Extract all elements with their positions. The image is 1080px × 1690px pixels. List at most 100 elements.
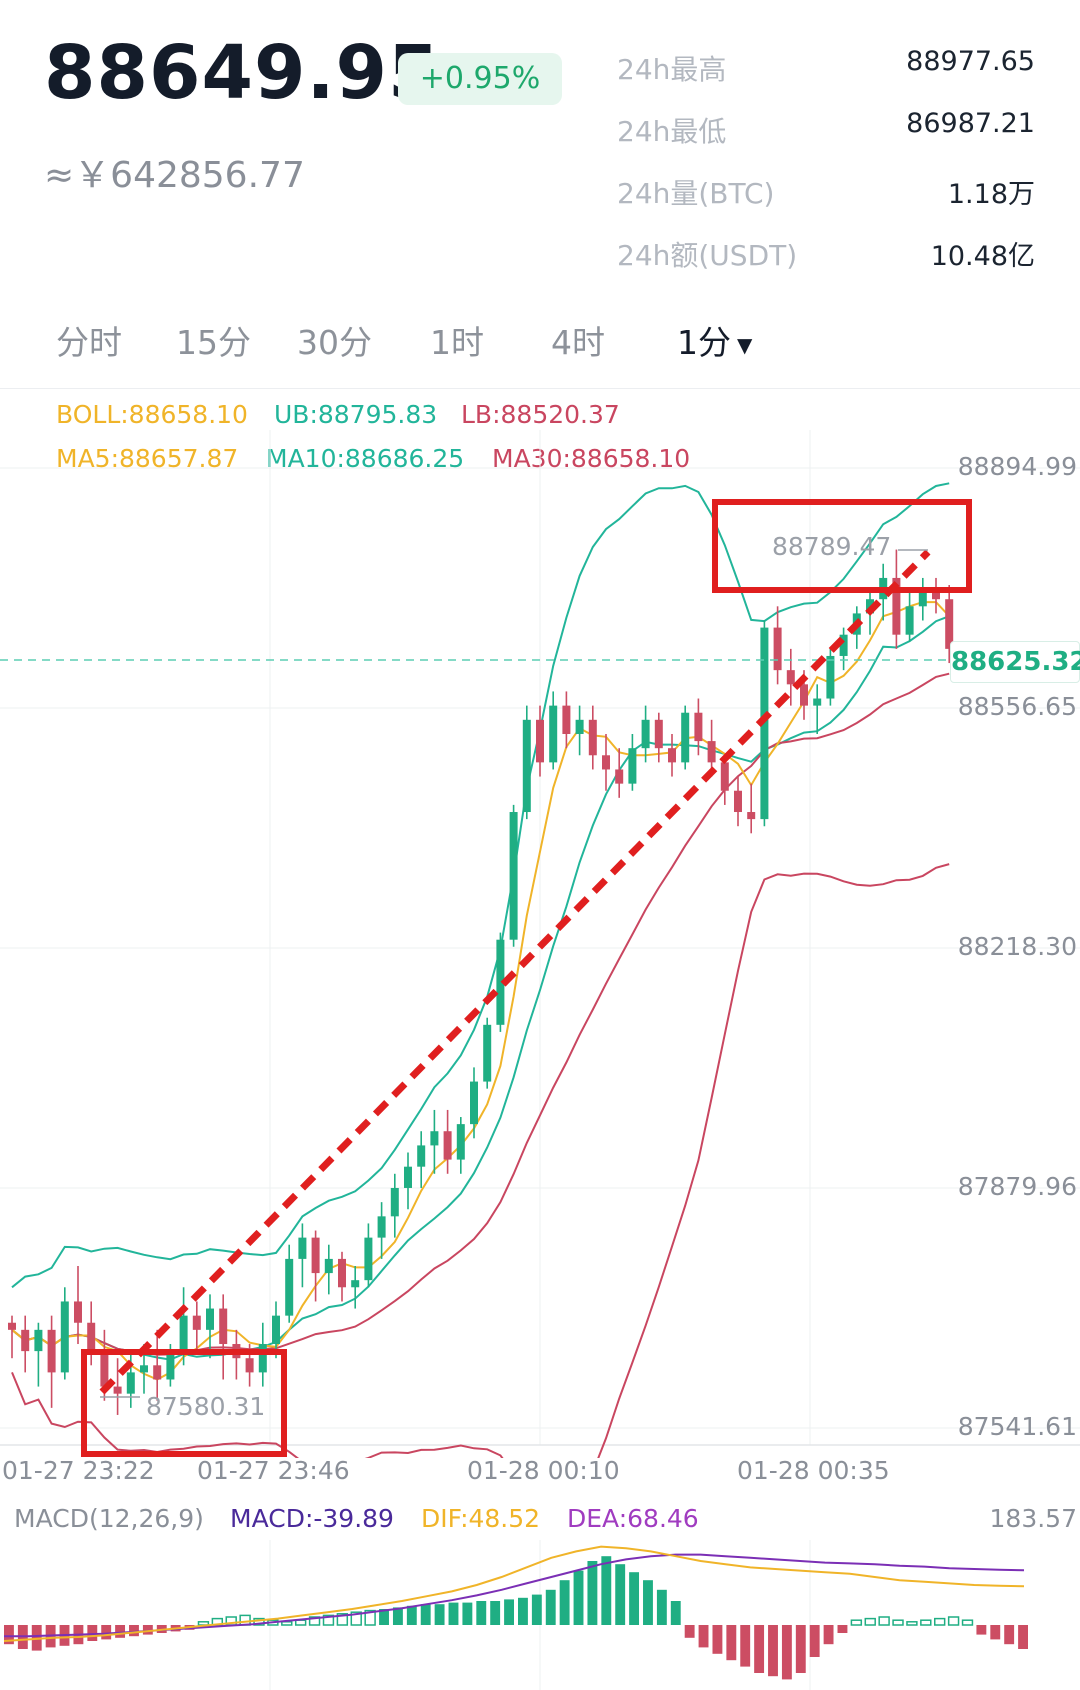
stat-value-24h-volume: 1.18万: [947, 179, 1035, 210]
candle-body: [509, 812, 518, 940]
stat-value-24h-low: 86987.21: [906, 108, 1035, 139]
time-axis-label: 01-27 23:22: [2, 1456, 155, 1485]
macd-bar: [129, 1625, 139, 1637]
macd-bar: [448, 1602, 459, 1625]
candle-body: [364, 1237, 373, 1281]
macd-bar: [350, 1611, 362, 1626]
candle-body: [654, 719, 663, 749]
tab-1min-dropdown[interactable]: 1分 ▼: [677, 316, 752, 364]
candle-body: [536, 719, 544, 763]
candle-body: [826, 655, 835, 699]
candle-body: [786, 670, 795, 685]
tab-4hour[interactable]: 4时: [551, 323, 605, 362]
macd-bar: [740, 1625, 751, 1667]
macd-bar: [809, 1625, 820, 1657]
macd-bar: [1004, 1625, 1015, 1645]
macd-value: MACD:-39.89: [230, 1504, 394, 1533]
cny-equivalent: ≈￥642856.77: [44, 155, 305, 196]
candlestick-chart[interactable]: 88789.47 87580.31: [0, 428, 1080, 1458]
price-axis-label: 88218.30: [957, 932, 1077, 961]
macd-bar: [878, 1616, 890, 1626]
stat-label-24h-high: 24h最高: [617, 53, 727, 86]
high-marker-label: 88789.47: [772, 532, 891, 561]
candle-body: [298, 1237, 307, 1259]
candle-body: [74, 1301, 82, 1323]
high-annotation-box: [712, 499, 972, 593]
candle-body: [258, 1344, 267, 1373]
macd-bar: [615, 1564, 626, 1625]
macd-bar: [379, 1609, 389, 1625]
candle-body: [470, 1081, 478, 1125]
tab-30min[interactable]: 30分: [297, 323, 372, 362]
macd-bar: [587, 1561, 598, 1625]
price-axis-label: 88894.99: [957, 452, 1077, 481]
candle-body: [813, 698, 822, 706]
macd-bar: [823, 1625, 834, 1645]
candle-body: [87, 1322, 96, 1352]
stat-label-24h-volume: 24h量(BTC): [617, 177, 775, 210]
candle-body: [668, 748, 676, 763]
time-axis-label: 01-27 23:46: [197, 1456, 350, 1485]
macd-bar: [322, 1614, 335, 1626]
macd-bar: [504, 1599, 514, 1625]
macd-bar: [670, 1601, 681, 1625]
candle-body: [192, 1315, 201, 1330]
macd-bar: [629, 1572, 640, 1625]
macd-bar: [920, 1619, 932, 1626]
boll-lb-value: LB:88520.37: [461, 400, 620, 429]
candle-body: [483, 1024, 492, 1082]
tabs-divider: [0, 388, 1080, 389]
candle-body: [21, 1329, 30, 1352]
candle-body: [351, 1280, 360, 1288]
macd-bar: [864, 1617, 876, 1626]
price-axis-label: 87541.61: [957, 1412, 1077, 1441]
stat-value-24h-high: 88977.65: [906, 46, 1035, 77]
macd-bar: [87, 1625, 98, 1641]
macd-bar: [420, 1604, 431, 1625]
time-axis-label: 01-28 00:35: [737, 1456, 890, 1485]
tab-1hour[interactable]: 1时: [430, 323, 484, 362]
current-price-tag: 88625.32: [950, 641, 1080, 683]
boll-value: BOLL:88658.10: [56, 400, 248, 429]
macd-bar: [490, 1601, 501, 1625]
candle-body: [34, 1329, 43, 1352]
tab-time-sharing[interactable]: 分时: [56, 323, 122, 362]
indicator-lines: [11, 482, 950, 1458]
candle-body: [417, 1145, 426, 1167]
candle-body: [602, 755, 610, 770]
tab-15min[interactable]: 15分: [176, 323, 251, 362]
candle-body: [245, 1358, 254, 1373]
stat-label-24h-low: 24h最低: [617, 115, 727, 148]
macd-bar: [462, 1602, 473, 1625]
macd-histogram: [4, 1556, 1028, 1680]
macd-bar: [364, 1609, 376, 1626]
candle-body: [285, 1258, 294, 1316]
candle-body: [945, 599, 954, 649]
candle-body: [615, 769, 624, 784]
macd-bar: [698, 1625, 709, 1648]
candle-body: [60, 1301, 69, 1373]
macd-bar: [976, 1625, 987, 1635]
candle-body: [179, 1315, 188, 1352]
stat-value-24h-turnover: 10.48亿: [930, 241, 1035, 272]
macd-bar: [684, 1625, 695, 1638]
macd-bar: [768, 1625, 778, 1677]
ma5-line: [11, 601, 950, 1381]
low-annotation-box: [81, 1349, 287, 1457]
macd-bar: [101, 1625, 112, 1640]
macd-bar: [712, 1625, 723, 1654]
macd-bar: [142, 1625, 153, 1635]
macd-bar: [795, 1625, 806, 1673]
macd-bar: [4, 1625, 14, 1645]
candle-body: [456, 1124, 465, 1160]
macd-bar: [850, 1619, 863, 1626]
macd-bar: [754, 1625, 765, 1673]
price-axis-label: 87879.96: [957, 1172, 1077, 1201]
candle-body: [8, 1322, 16, 1330]
dif-line: [3, 1545, 1025, 1642]
macd-chart[interactable]: [0, 1540, 1080, 1690]
candle-body: [324, 1258, 333, 1274]
macd-bar: [115, 1625, 126, 1638]
candle-body: [800, 684, 808, 706]
macd-bar: [726, 1625, 737, 1661]
